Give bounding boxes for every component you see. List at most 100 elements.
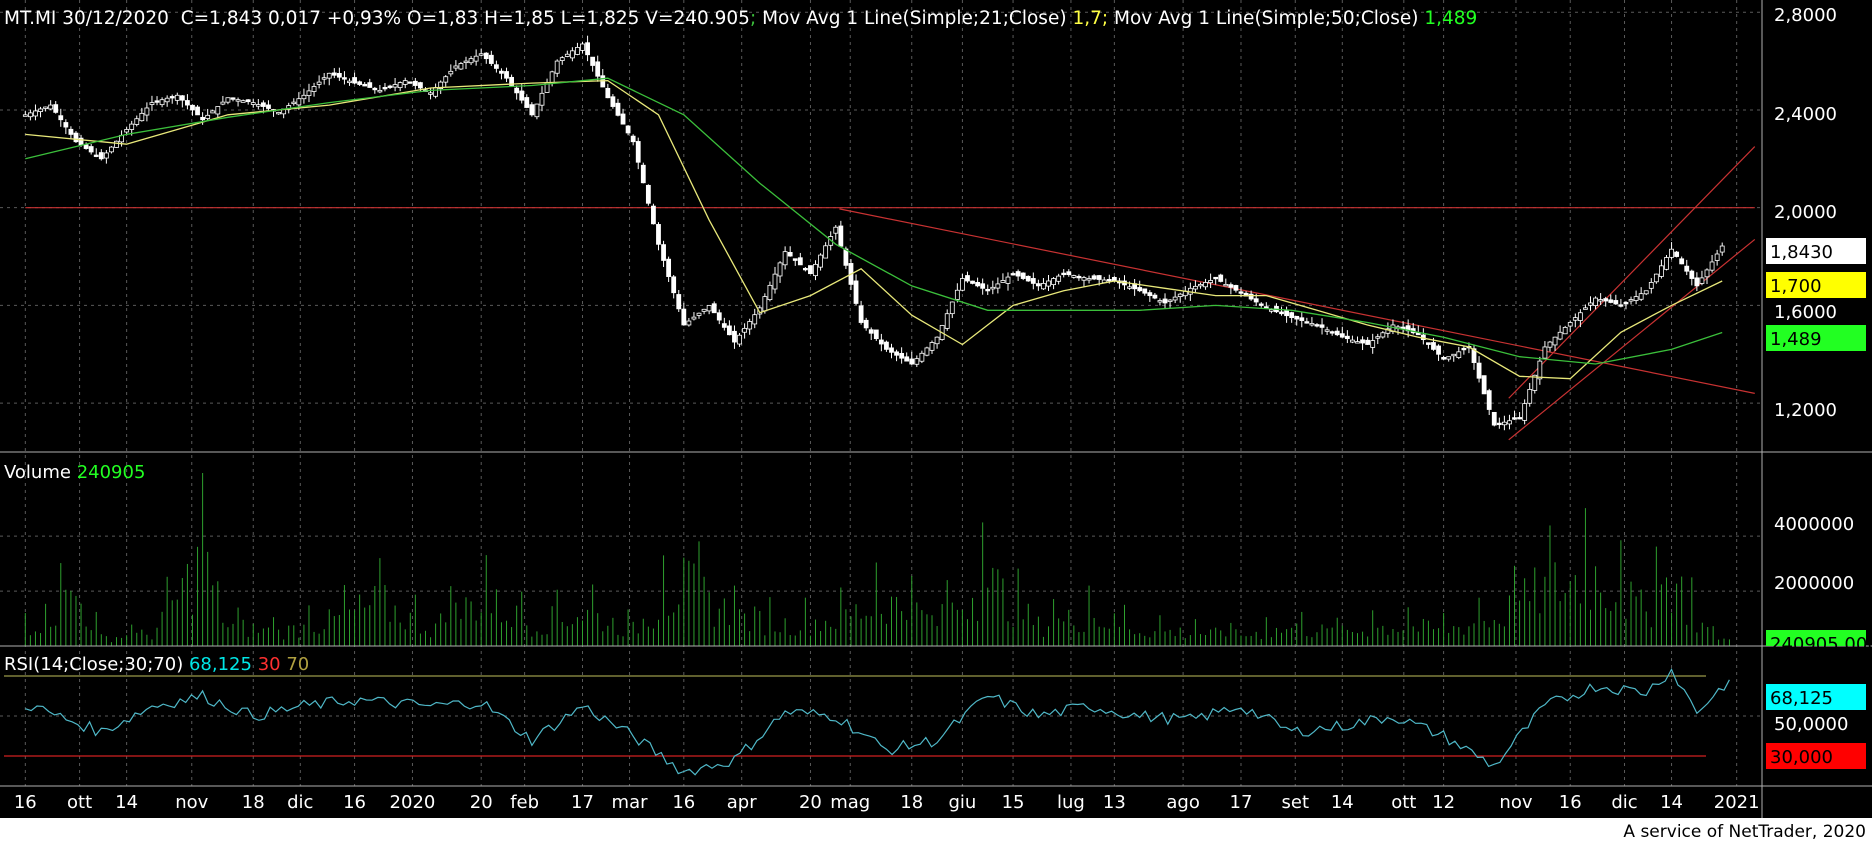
candle-body	[1653, 273, 1659, 283]
candle-body	[1522, 403, 1528, 421]
candle-body	[671, 276, 677, 294]
volume-title: Volume 240905	[4, 462, 145, 483]
candle-body	[27, 112, 33, 118]
price-tag-last: 1,8430	[1766, 238, 1866, 264]
candle-body	[580, 43, 585, 51]
candle-body	[1572, 317, 1578, 321]
candle-body	[1203, 282, 1208, 288]
candle-body	[1496, 422, 1502, 426]
candle-body	[438, 81, 444, 90]
candle-body	[838, 225, 844, 247]
candle-body	[1476, 362, 1482, 379]
candle-body	[529, 104, 535, 116]
time-tick-label: ago	[1166, 792, 1199, 813]
candle-body	[488, 54, 494, 64]
candle-body	[1608, 299, 1614, 303]
ma21-label: Mov Avg 1 Line(Simple;21;Close)	[762, 8, 1066, 29]
candle-body	[742, 327, 747, 333]
rsi-value-tag: 68,125	[1766, 684, 1866, 710]
candle-body	[1719, 245, 1725, 253]
candle-body	[1694, 277, 1700, 287]
candle-body	[818, 254, 823, 268]
candle-body	[377, 90, 383, 93]
time-tick-label: 17	[1230, 792, 1253, 813]
stock-chart[interactable]: MT.MI 30/12/2020 C=1,843 0,017 +0,93% O=…	[0, 0, 1872, 818]
rsi-title: RSI(14;Close;30;70) 68,125 30 70	[4, 654, 309, 675]
candle-body	[995, 283, 1001, 289]
candle-body	[681, 308, 687, 326]
time-tick-label: dic	[287, 792, 313, 813]
rsi-tick-label: 50,0000	[1774, 714, 1848, 735]
candle-body	[620, 113, 626, 125]
candle-body	[1218, 274, 1224, 282]
candle-body	[159, 99, 165, 106]
volume-tag-text: 240905,000	[1770, 634, 1872, 655]
candle-body	[1076, 275, 1082, 279]
candle-body	[316, 81, 322, 85]
candle-body	[737, 334, 742, 345]
candle-body	[1056, 275, 1062, 282]
trendline	[1508, 146, 1756, 399]
candle-body	[134, 118, 140, 125]
candle-body	[402, 80, 408, 85]
candle-body	[894, 351, 899, 356]
candle-body	[889, 347, 894, 353]
candle-body	[559, 57, 565, 61]
chart-header: MT.MI 30/12/2020 C=1,843 0,017 +0,93% O=…	[4, 8, 1477, 29]
gridlines	[0, 0, 1762, 786]
volume-tick-label: 2000000	[1774, 573, 1854, 594]
candle-body	[757, 307, 763, 315]
candle-body	[752, 314, 758, 325]
candle-body	[139, 112, 145, 122]
time-tick-label: feb	[510, 792, 539, 813]
candle-body	[154, 100, 160, 103]
candle-body	[321, 77, 327, 80]
price-tick-label: 1,2000	[1774, 400, 1837, 421]
candle-body	[1258, 303, 1264, 306]
candle-body	[1086, 278, 1092, 281]
candle-body	[195, 106, 200, 116]
candle-body	[179, 95, 185, 101]
candle-body	[1096, 275, 1102, 280]
time-tick-label: 17	[571, 792, 594, 813]
candle-body	[539, 92, 545, 106]
candle-body	[1542, 346, 1548, 359]
candle-body	[1025, 275, 1031, 282]
candle-body	[306, 90, 312, 96]
candle-body	[1613, 300, 1619, 305]
candle-body	[1350, 339, 1355, 343]
candle-body	[1679, 258, 1685, 265]
candle-body	[387, 85, 393, 88]
time-tick-label: 12	[1432, 792, 1455, 813]
candle-body	[22, 114, 28, 117]
candle-body	[255, 104, 261, 107]
candle-body	[1481, 375, 1487, 395]
ma21-tag: 1,700	[1770, 276, 1822, 297]
rsi-line	[4, 667, 1730, 776]
candle-body	[914, 358, 920, 365]
candle-body	[1709, 261, 1715, 271]
candle-body	[73, 132, 79, 143]
candle-body	[1223, 283, 1229, 287]
candle-body	[169, 96, 175, 99]
candle-body	[873, 329, 879, 340]
candle-body	[347, 80, 352, 84]
candle-body	[762, 296, 768, 312]
candle-body	[1648, 282, 1654, 289]
separator: ;	[1102, 8, 1108, 29]
candle-body	[245, 99, 251, 103]
candle-body	[463, 60, 469, 63]
candle-body	[651, 205, 656, 225]
candle-body	[569, 50, 575, 59]
candle-body	[1162, 298, 1168, 304]
candle-body	[666, 258, 672, 277]
trendline	[1508, 238, 1756, 441]
candle-body	[1000, 280, 1006, 283]
candle-body	[509, 76, 514, 86]
candle-body	[326, 72, 332, 79]
candle-body	[1643, 290, 1649, 295]
candle-body	[215, 106, 221, 115]
candle-body	[1314, 324, 1320, 327]
candle-body	[949, 301, 955, 315]
time-tick-label: nov	[1499, 792, 1532, 813]
